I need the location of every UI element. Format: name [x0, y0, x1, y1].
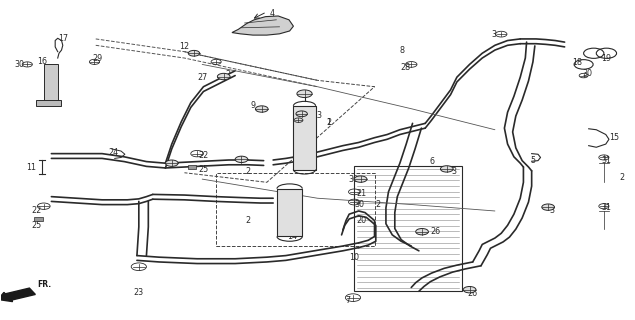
- Circle shape: [166, 160, 178, 166]
- Circle shape: [354, 176, 367, 182]
- Bar: [277, 189, 302, 236]
- Text: 5: 5: [530, 156, 535, 164]
- Circle shape: [416, 228, 429, 235]
- Text: 2: 2: [619, 173, 624, 182]
- Text: 24: 24: [109, 148, 119, 156]
- Circle shape: [217, 73, 230, 80]
- Text: 11: 11: [26, 164, 36, 172]
- Text: 3: 3: [549, 206, 554, 215]
- Bar: [293, 106, 316, 170]
- Polygon shape: [232, 16, 293, 35]
- Text: 2: 2: [245, 216, 250, 225]
- Bar: [34, 217, 43, 221]
- Text: 29: 29: [92, 53, 102, 62]
- Text: 10: 10: [349, 253, 359, 262]
- Text: 32: 32: [292, 221, 302, 230]
- Text: 30: 30: [348, 175, 358, 184]
- Text: 3: 3: [491, 30, 496, 39]
- Text: 31: 31: [601, 156, 612, 164]
- Text: 2: 2: [225, 70, 230, 79]
- Text: 30: 30: [15, 60, 25, 69]
- Text: 7: 7: [345, 296, 351, 305]
- Text: 22: 22: [31, 206, 41, 215]
- Circle shape: [542, 204, 554, 210]
- Bar: [36, 100, 61, 106]
- Text: 3: 3: [452, 167, 457, 176]
- Text: 22: 22: [198, 151, 208, 160]
- Text: 31: 31: [601, 203, 612, 212]
- Text: 30: 30: [582, 69, 592, 78]
- FancyArrow shape: [0, 288, 36, 302]
- Text: 28: 28: [400, 63, 410, 72]
- Text: 30: 30: [354, 200, 364, 209]
- Text: 21: 21: [357, 189, 367, 198]
- Text: 20: 20: [357, 216, 367, 225]
- Text: 2: 2: [309, 143, 314, 152]
- Circle shape: [441, 166, 453, 172]
- Text: 14: 14: [287, 232, 297, 241]
- Circle shape: [296, 111, 307, 117]
- Circle shape: [463, 286, 476, 293]
- Bar: [354, 166, 462, 291]
- Text: 13: 13: [312, 111, 323, 120]
- Text: 19: 19: [601, 53, 612, 62]
- Text: 30: 30: [295, 111, 305, 120]
- Text: 27: 27: [197, 73, 207, 82]
- Text: 23: 23: [134, 288, 144, 297]
- Text: 2: 2: [326, 118, 331, 127]
- Text: 18: 18: [572, 58, 582, 67]
- Text: FR.: FR.: [37, 280, 51, 289]
- Text: 26: 26: [467, 289, 477, 298]
- Text: 26: 26: [431, 227, 441, 236]
- Text: 2: 2: [375, 200, 380, 209]
- Bar: [187, 165, 196, 169]
- Text: 25: 25: [31, 221, 41, 230]
- Text: 25: 25: [198, 165, 208, 174]
- Circle shape: [297, 90, 312, 98]
- Text: 17: 17: [58, 35, 68, 44]
- Circle shape: [188, 50, 199, 56]
- Bar: [44, 64, 58, 103]
- Text: 2: 2: [245, 167, 250, 176]
- Text: 12: 12: [179, 42, 189, 52]
- Circle shape: [255, 106, 268, 112]
- Text: 15: 15: [609, 133, 619, 142]
- Text: 4: 4: [269, 9, 274, 18]
- Text: 16: 16: [37, 57, 48, 66]
- Text: 6: 6: [429, 157, 434, 166]
- Text: 1: 1: [326, 118, 331, 127]
- Circle shape: [235, 156, 248, 163]
- Text: 9: 9: [250, 101, 255, 110]
- Text: 8: 8: [400, 45, 405, 55]
